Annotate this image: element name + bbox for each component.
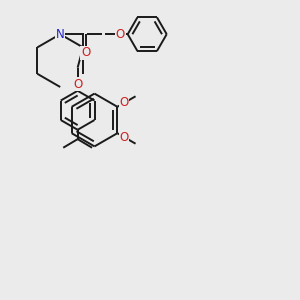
Text: O: O	[119, 96, 129, 110]
Text: O: O	[73, 78, 82, 91]
Text: N: N	[56, 28, 64, 41]
Text: O: O	[81, 46, 90, 59]
Text: O: O	[119, 130, 129, 144]
Text: O: O	[116, 28, 125, 41]
